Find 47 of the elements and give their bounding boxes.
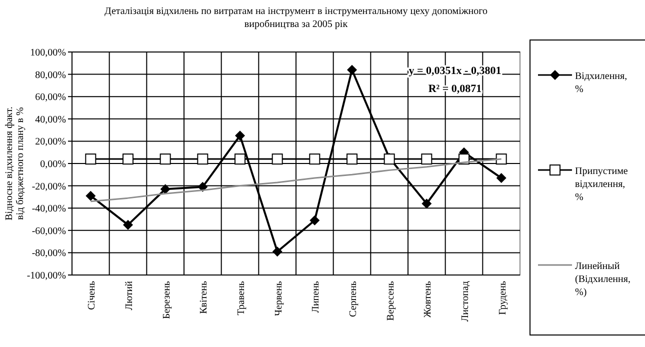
x-tick-label: Серпень [348,280,359,317]
point [347,64,357,75]
point [309,154,320,165]
point [85,154,96,165]
y-tick-label: 0,00% [40,159,66,170]
point [496,172,506,183]
point [422,198,432,209]
y-tick-label: -20,00% [32,181,66,192]
x-tick-label: Грудень [497,280,508,315]
y-tick-label: 80,00% [35,70,66,81]
x-tick-label: Червень [273,280,284,316]
x-tick-label: Квітень [198,280,210,314]
chart-title: Деталізація відхилень по витратам на інструмент в інструментальному цеху допоміжного виробництва за 2005 рік [104,6,488,30]
point [421,154,432,165]
point [160,184,170,194]
y-tick-label: 60,00% [35,92,66,104]
point [122,154,134,165]
legend-label: Линейный (Відхилення, %) [575,261,630,298]
point [86,190,96,201]
x-tick-label: Жовтень [422,280,434,318]
point [272,246,282,257]
x-tick-label: Липень [310,280,322,313]
y-tick-label: -40,00% [32,204,66,215]
point [123,220,133,230]
y-tick-label: -60,00% [32,226,66,237]
legend-label: Припустиме відхилення, % [575,166,628,203]
x-tick-label: Лютий [124,280,135,310]
point [197,154,208,165]
x-tick-label: Вересень [385,280,396,321]
y-tick-label: 40,00% [35,114,66,126]
point [496,154,507,165]
legend-label: Відхилення, % [575,71,628,95]
x-tick-label: Листопад [460,281,471,322]
x-tick-label: Березень [161,280,172,320]
y-tick-label: -100,00% [26,270,66,282]
point [160,154,171,165]
y-axis-title: Відносне відхилення факт. від бюджетного плану в % [4,106,26,220]
point [310,215,320,226]
x-tick-label: Травень [236,280,247,316]
y-tick-label: 20,00% [35,136,66,148]
point [272,154,283,165]
point [234,154,246,165]
y-tick-label: -80,00% [32,248,66,260]
point [346,154,358,165]
x-tick-label: Січень [86,280,98,310]
point [235,130,245,141]
y-tick-label: 100,00% [30,48,66,58]
